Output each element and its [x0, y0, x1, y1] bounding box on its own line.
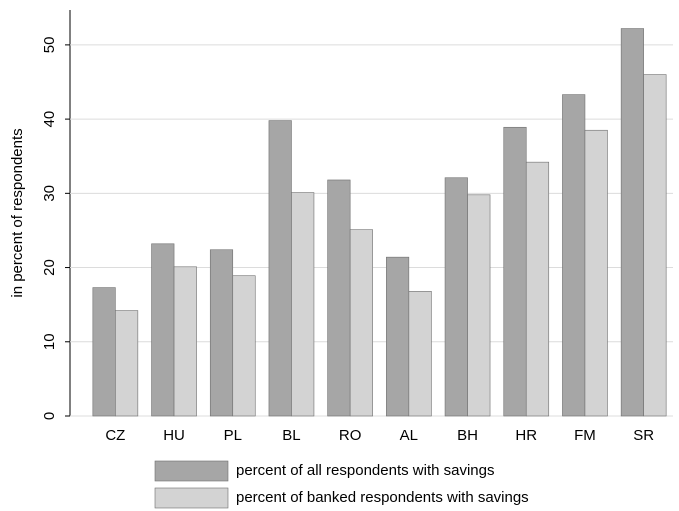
- y-tick-label: 0: [41, 412, 58, 420]
- bar: [562, 94, 586, 417]
- x-tick-label: SR: [633, 427, 654, 444]
- bar: [268, 120, 292, 417]
- x-tick-label: RO: [339, 427, 362, 444]
- bar: [291, 192, 315, 417]
- x-tick-label: AL: [400, 427, 418, 444]
- bar: [467, 194, 491, 417]
- bar: [327, 179, 351, 417]
- bar: [643, 74, 667, 417]
- legend-swatch: [154, 487, 229, 509]
- x-tick-label: PL: [224, 427, 242, 444]
- bar: [584, 129, 608, 417]
- x-tick-label: HR: [515, 427, 537, 444]
- bar: [232, 275, 256, 417]
- bar: [444, 177, 468, 417]
- bar: [408, 291, 432, 417]
- y-tick-label: 30: [41, 185, 58, 202]
- legend-swatch: [154, 460, 229, 482]
- x-tick-label: HU: [163, 427, 185, 444]
- bar: [92, 287, 116, 417]
- x-tick-label: BL: [282, 427, 300, 444]
- bar: [115, 310, 139, 417]
- bar: [620, 28, 644, 417]
- legend-label: percent of all respondents with savings: [236, 462, 494, 479]
- bar: [349, 229, 373, 417]
- y-axis-label: in percent of respondents: [9, 128, 26, 297]
- bar: [525, 161, 550, 417]
- bar: [503, 126, 527, 417]
- x-tick-label: BH: [457, 427, 478, 444]
- y-tick-label: 10: [41, 333, 58, 350]
- y-tick-label: 20: [41, 259, 58, 276]
- bar: [209, 249, 234, 417]
- y-tick-label: 40: [41, 111, 58, 128]
- bar: [151, 243, 175, 417]
- legend-label: percent of banked respondents with savin…: [236, 489, 529, 506]
- y-tick-label: 50: [41, 37, 58, 54]
- bar: [386, 256, 410, 417]
- bar: [173, 266, 197, 417]
- x-tick-label: CZ: [105, 427, 125, 444]
- x-tick-label: FM: [574, 427, 596, 444]
